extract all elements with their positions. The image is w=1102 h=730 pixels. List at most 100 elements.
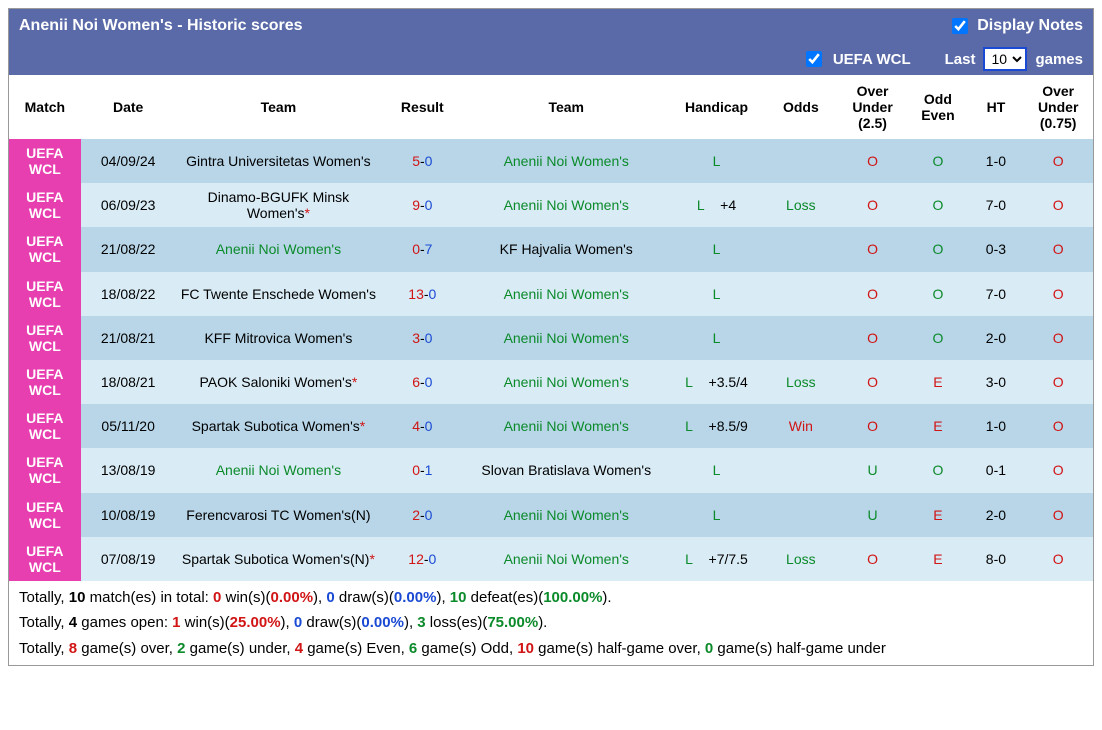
match-cell[interactable]: UEFAWCL xyxy=(9,360,81,404)
ou075-cell: O xyxy=(1023,183,1093,227)
table-body: UEFAWCL04/09/24Gintra Universitetas Wome… xyxy=(9,139,1093,581)
header-row: Match Date Team Result Team Handicap Odd… xyxy=(9,75,1093,139)
games-count-select[interactable]: 10 xyxy=(983,47,1027,71)
ou075-cell: O xyxy=(1023,272,1093,316)
ht-cell: 3-0 xyxy=(969,360,1024,404)
odds-cell xyxy=(764,272,838,316)
odds-cell: Win xyxy=(764,404,838,448)
team2-cell[interactable]: Anenii Noi Women's xyxy=(463,316,669,360)
team1-cell[interactable]: Spartak Subotica Women's* xyxy=(176,404,382,448)
odds-cell: Loss xyxy=(764,183,838,227)
result-cell: 9-0 xyxy=(381,183,463,227)
odds-cell xyxy=(764,227,838,271)
team1-cell[interactable]: Ferencvarosi TC Women's(N) xyxy=(176,493,382,537)
display-notes-toggle[interactable]: Display Notes xyxy=(948,15,1083,37)
ou25-cell: O xyxy=(838,227,908,271)
ht-cell: 0-1 xyxy=(969,448,1024,492)
col-handicap: Handicap xyxy=(669,75,764,139)
result-cell: 4-0 xyxy=(381,404,463,448)
ou25-cell: U xyxy=(838,493,908,537)
team2-cell[interactable]: Anenii Noi Women's xyxy=(463,272,669,316)
team1-cell[interactable]: Gintra Universitetas Women's xyxy=(176,139,382,183)
ou075-cell: O xyxy=(1023,493,1093,537)
oe-cell: E xyxy=(907,404,968,448)
team1-cell[interactable]: KFF Mitrovica Women's xyxy=(176,316,382,360)
odds-cell xyxy=(764,493,838,537)
result-cell: 5-0 xyxy=(381,139,463,183)
odds-cell xyxy=(764,139,838,183)
oe-cell: O xyxy=(907,227,968,271)
handicap-cell: L xyxy=(669,448,764,492)
result-cell: 0-7 xyxy=(381,227,463,271)
date-cell: 10/08/19 xyxy=(81,493,176,537)
odds-cell: Loss xyxy=(764,360,838,404)
team1-cell[interactable]: FC Twente Enschede Women's xyxy=(176,272,382,316)
last-label: Last xyxy=(945,51,976,68)
filter-bar: UEFA WCL Last 10 games xyxy=(9,43,1093,75)
col-ht: HT xyxy=(969,75,1024,139)
odds-cell: Loss xyxy=(764,537,838,581)
match-cell[interactable]: UEFAWCL xyxy=(9,448,81,492)
summary-line-1: Totally, 10 match(es) in total: 0 win(s)… xyxy=(19,585,1083,611)
table-row: UEFAWCL04/09/24Gintra Universitetas Wome… xyxy=(9,139,1093,183)
ht-cell: 7-0 xyxy=(969,183,1024,227)
match-cell[interactable]: UEFAWCL xyxy=(9,537,81,581)
scores-table: Match Date Team Result Team Handicap Odd… xyxy=(9,75,1093,581)
match-cell[interactable]: UEFAWCL xyxy=(9,183,81,227)
team1-cell[interactable]: Spartak Subotica Women's(N)* xyxy=(176,537,382,581)
team2-cell[interactable]: Anenii Noi Women's xyxy=(463,139,669,183)
competition-checkbox[interactable] xyxy=(806,51,822,67)
date-cell: 21/08/22 xyxy=(81,227,176,271)
ou25-cell: O xyxy=(838,139,908,183)
games-label: games xyxy=(1035,51,1083,68)
ht-cell: 8-0 xyxy=(969,537,1024,581)
summary-line-3: Totally, 8 game(s) over, 2 game(s) under… xyxy=(19,636,1083,662)
match-cell[interactable]: UEFAWCL xyxy=(9,139,81,183)
summary-block: Totally, 10 match(es) in total: 0 win(s)… xyxy=(9,581,1093,666)
table-row: UEFAWCL13/08/19Anenii Noi Women's 0-1 Slov… xyxy=(9,448,1093,492)
team1-cell[interactable]: Anenii Noi Women's xyxy=(176,227,382,271)
ht-cell: 7-0 xyxy=(969,272,1024,316)
table-row: UEFAWCL18/08/22FC Twente Enschede Women'… xyxy=(9,272,1093,316)
match-cell[interactable]: UEFAWCL xyxy=(9,272,81,316)
team2-cell[interactable]: Anenii Noi Women's xyxy=(463,404,669,448)
table-row: UEFAWCL21/08/21KFF Mitrovica Women's3-0A… xyxy=(9,316,1093,360)
display-notes-checkbox[interactable] xyxy=(952,18,968,34)
team2-cell[interactable]: KF Hajvalia Women's xyxy=(463,227,669,271)
ou075-cell: O xyxy=(1023,448,1093,492)
match-cell[interactable]: UEFAWCL xyxy=(9,316,81,360)
match-cell[interactable]: UEFAWCL xyxy=(9,227,81,271)
handicap-cell: L xyxy=(669,493,764,537)
team1-cell[interactable]: Dinamo-BGUFK Minsk Women's* xyxy=(176,183,382,227)
match-cell[interactable]: UEFAWCL xyxy=(9,493,81,537)
table-row: UEFAWCL18/08/21PAOK Saloniki Women's*6-0… xyxy=(9,360,1093,404)
odds-cell xyxy=(764,448,838,492)
date-cell: 04/09/24 xyxy=(81,139,176,183)
team2-cell[interactable]: Anenii Noi Women's xyxy=(463,537,669,581)
col-ou075: OverUnder(0.75) xyxy=(1023,75,1093,139)
col-result: Result xyxy=(381,75,463,139)
date-cell: 21/08/21 xyxy=(81,316,176,360)
handicap-cell: L +4 xyxy=(669,183,764,227)
col-ou25: OverUnder(2.5) xyxy=(838,75,908,139)
handicap-cell: L xyxy=(669,227,764,271)
oe-cell: O xyxy=(907,272,968,316)
handicap-cell: L +7/7.5 xyxy=(669,537,764,581)
team2-cell[interactable]: Anenii Noi Women's xyxy=(463,493,669,537)
team2-cell[interactable]: Anenii Noi Women's xyxy=(463,360,669,404)
date-cell: 13/08/19 xyxy=(81,448,176,492)
scores-panel: Anenii Noi Women's - Historic scores Dis… xyxy=(8,8,1094,666)
date-cell: 07/08/19 xyxy=(81,537,176,581)
handicap-cell: L +3.5/4 xyxy=(669,360,764,404)
team1-cell[interactable]: PAOK Saloniki Women's* xyxy=(176,360,382,404)
match-cell[interactable]: UEFAWCL xyxy=(9,404,81,448)
team1-cell[interactable]: Anenii Noi Women's xyxy=(176,448,382,492)
ou075-cell: O xyxy=(1023,316,1093,360)
oe-cell: O xyxy=(907,183,968,227)
ht-cell: 0-3 xyxy=(969,227,1024,271)
oe-cell: E xyxy=(907,493,968,537)
team2-cell[interactable]: Anenii Noi Women's xyxy=(463,183,669,227)
ou075-cell: O xyxy=(1023,360,1093,404)
result-cell: 13-0 xyxy=(381,272,463,316)
team2-cell[interactable]: Slovan Bratislava Women's xyxy=(463,448,669,492)
